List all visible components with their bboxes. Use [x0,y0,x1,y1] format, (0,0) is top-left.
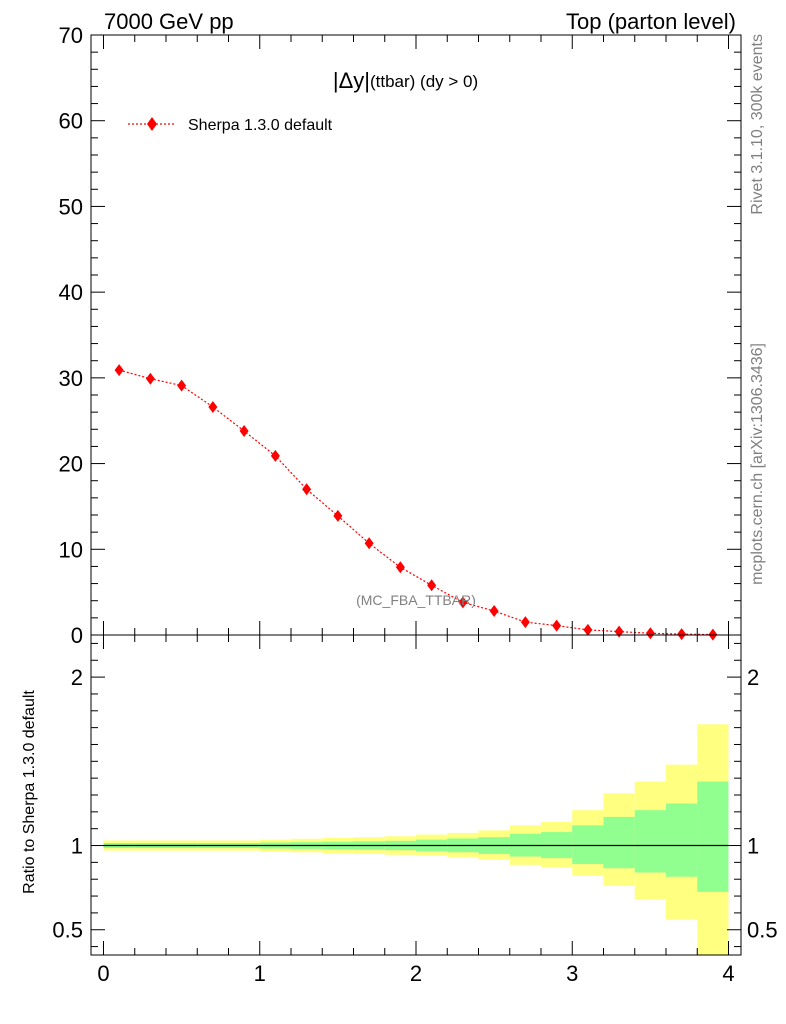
main-axes-layer: 0 10 20 30 40 50 60 70 [59,23,742,648]
distribution-title: |Δy| [333,68,370,93]
inner-band-bin [603,816,635,869]
y-tick-label: 30 [59,366,83,391]
data-point [614,625,624,638]
data-point [364,537,374,550]
y-tick-label: 0 [71,623,83,648]
data-point [395,561,405,574]
inner-band-bin [697,781,729,892]
data-point [208,401,218,413]
data-point [239,425,249,437]
ratio-bands-layer [103,724,729,955]
data-point [520,616,530,629]
series-line [118,369,713,636]
inner-band-bin [666,803,698,877]
data-point [677,628,687,641]
data-point [145,372,155,385]
y-tick-label: 60 [59,109,83,134]
data-point [645,627,655,640]
data-point [427,579,437,592]
y-tick-label: 40 [59,280,83,305]
data-point [270,449,280,462]
ratio-axes-layer: 0.5 0.5 1 1 2 2 0 1 2 3 4 [52,634,778,986]
y-tick-label: 20 [59,452,83,477]
y-tick-label: 70 [59,23,83,48]
ratio-panel: 0.5 0.5 1 1 2 2 0 1 2 3 4 Ratio to Sherpa 1.3.0 de… [21,634,778,986]
x-tick-label: 0 [97,961,109,986]
data-point [302,483,312,496]
legend-entry-label: Sherpa 1.3.0 default [188,117,333,134]
data-point [114,364,124,377]
main-panel: 0 10 20 30 40 50 60 70 |Δy| (ttbar) (dy > 0) (M… [59,23,742,648]
ratio-y-tick-label: 2 [71,665,83,690]
data-point [583,623,593,636]
data-point [177,379,187,392]
ratio-y-tick-label-right: 2 [747,665,759,690]
inner-band-bin [572,825,604,865]
mcplots-label: mcplots.cern.ch [arXiv:1306.3436] [749,343,766,585]
x-tick-label: 3 [566,961,578,986]
data-point [489,605,499,617]
y-tick-label: 10 [59,537,83,562]
data-point [458,596,468,609]
data-point [333,509,343,522]
data-point [552,619,562,632]
legend: Sherpa 1.3.0 default [128,117,333,134]
x-tick-label: 1 [254,961,266,986]
ratio-y-tick-label-right: 1 [747,834,759,859]
ratio-y-tick-label-right: 0.5 [747,918,778,943]
header-left-label: 7000 GeV pp [104,9,234,34]
x-tick-label: 2 [410,961,422,986]
analysis-label: (MC_FBA_TTBAR) [356,592,476,608]
ratio-y-axis-label: Ratio to Sherpa 1.3.0 default [21,690,38,894]
x-tick-label: 4 [722,961,734,986]
distribution-subtitle: (ttbar) (dy > 0) [370,72,478,91]
ratio-y-tick-label: 0.5 [52,918,83,943]
header-right-label: Top (parton level) [566,9,736,34]
legend-marker-swatch [147,117,157,131]
ratio-y-tick-label: 1 [71,834,83,859]
y-tick-label: 50 [59,194,83,219]
main-series-layer [114,364,718,641]
inner-band-bin [634,810,666,873]
rivet-version-label: Rivet 3.1.10, 300k events [749,34,766,215]
